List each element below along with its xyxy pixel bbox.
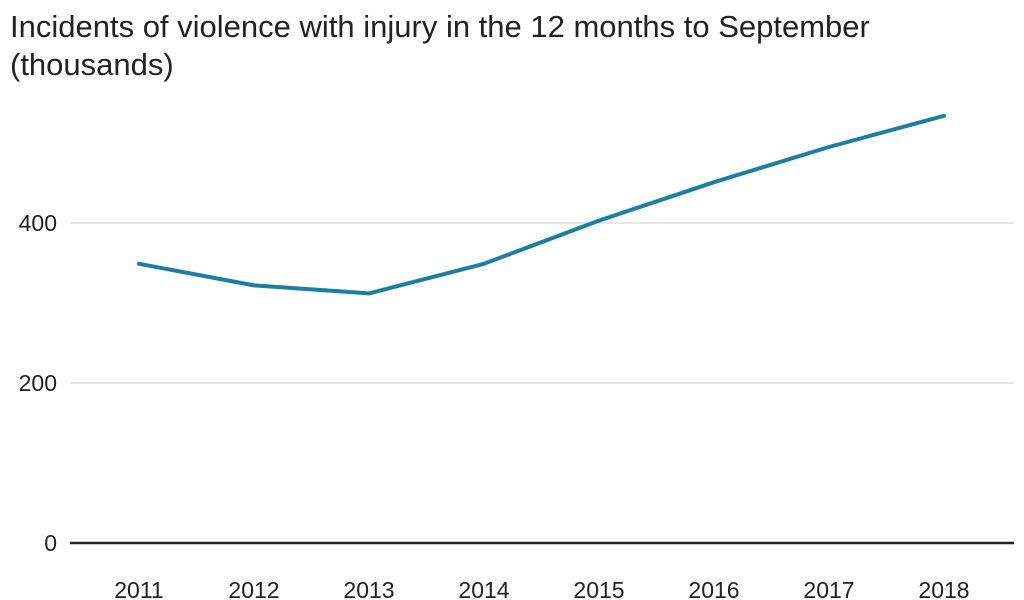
y-tick-label: 200 (19, 370, 57, 396)
x-tick-label: 2016 (688, 577, 739, 600)
grid-lines (70, 222, 1014, 545)
y-tick-labels: 0 200 400 (19, 210, 57, 556)
x-tick-label: 2014 (458, 577, 509, 600)
x-tick-labels: 2011 2012 2013 2014 2015 2016 2017 2018 (114, 577, 969, 600)
x-tick-label: 2015 (573, 577, 624, 600)
x-tick-label: 2011 (114, 577, 163, 600)
series-line (137, 113, 946, 296)
x-tick-label: 2013 (343, 577, 394, 600)
series-lines (137, 113, 946, 296)
x-tick-label: 2017 (803, 577, 854, 600)
y-tick-label: 0 (44, 530, 57, 556)
x-tick-label: 2012 (228, 577, 279, 600)
chart-title: Incidents of violence with injury in the… (10, 9, 870, 82)
x-tick-label: 2018 (918, 577, 969, 600)
y-tick-label: 400 (19, 210, 57, 236)
